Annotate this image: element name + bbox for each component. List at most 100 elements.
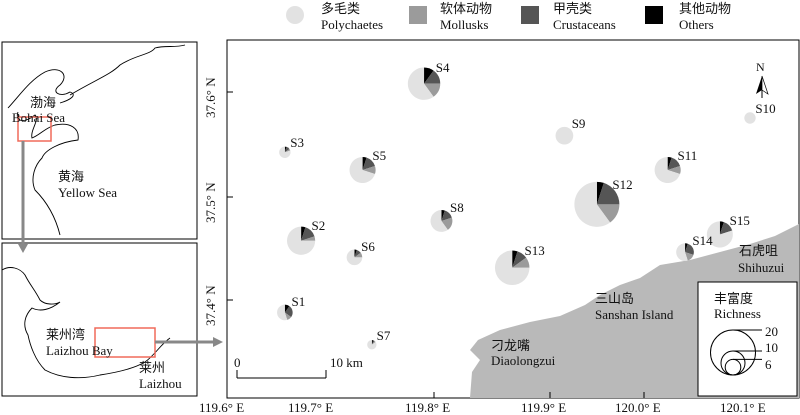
station-label: S2 [311,218,326,234]
y-tick-label: 37.4° N [203,285,218,326]
pie-slice-polychaetes [286,226,316,255]
pie-slice-polychaetes [494,250,530,286]
pie-slice-crustaceans [354,249,361,258]
pie-slice-crustaceans [512,251,527,268]
pie-slice-others [301,226,306,241]
laizhou-bay-label-en: Laizhou Bay [46,343,113,358]
inset-top-highlight [17,116,52,142]
pie-slice-polychaetes [367,340,377,350]
station-pie-s13 [494,250,530,286]
pie-slice-mollusks [371,340,376,345]
station-pie-s8 [430,210,453,232]
station-pie-s14 [676,243,694,262]
richness-value-20: 20 [765,324,778,339]
x-tick-label: 119.8° E [405,400,451,415]
legend-label-en: Crustaceans [553,17,616,32]
north-arrow-icon [756,75,769,98]
pie-slice-crustaceans [441,210,452,221]
x-tick-label: 119.6° E [199,400,245,415]
legend-label-en: Polychaetes [321,17,384,32]
pie-slice-mollusks [354,252,363,258]
bohai-label-en: Bohai Sea [12,110,66,125]
pie-slice-polychaetes [744,112,756,124]
pie-slice-mollusks [512,257,530,268]
pie-slice-crustaceans [301,227,315,241]
pie-slice-crustaceans [719,222,733,235]
station-label: S10 [755,100,776,116]
y-tick-label: 37.5° N [203,182,218,223]
bohai-label-zh: 渤海 [30,95,57,110]
station-pie-s1 [277,304,293,321]
station-label: S12 [612,176,633,192]
pie-slice-polychaetes [654,156,681,184]
diaolongzui-label-en: Diaolongzui [491,353,556,368]
richness-value-6: 6 [765,357,772,372]
pie-slice-others [667,156,672,170]
station-pie-s10 [744,112,756,124]
station-label: S3 [290,134,304,150]
pie-slice-mollusks [301,236,316,241]
station-pie-s15 [706,221,733,248]
richness-title-en: Richness [714,306,761,321]
legend-swatch-polychaetes [286,6,304,24]
scale-bar [236,370,327,379]
pie-slice-others [719,221,724,235]
pie-slice-mollusks [441,217,453,230]
pie-slice-polychaetes [706,221,733,248]
x-tick-label: 120.0° E [615,400,661,415]
pie-slice-others [371,340,374,345]
pie-slice-mollusks [596,204,620,223]
legend-swatch-mollusks [409,6,427,24]
station-label: S4 [435,59,450,75]
pie-slice-mollusks [284,148,291,153]
laizhou-label-zh: 莱州 [139,360,166,375]
axis-ticks [227,91,645,398]
sanshan-label-zh: 三山岛 [595,291,635,306]
pie-slice-others [441,210,445,221]
legend-swatch-crustaceans [521,6,539,24]
pie-slice-polychaetes [349,156,375,184]
station-pie-s7 [367,340,377,350]
pie-slice-polychaetes [676,243,688,262]
richness-title-zh: 丰富度 [714,291,754,306]
x-tick-label: 119.7° E [288,400,334,415]
yellow-sea-label-zh: 黄海 [58,169,85,184]
scale-zero-label: 0 [234,355,241,370]
pie-slice-polychaetes [574,181,611,227]
station-label: S1 [291,293,306,309]
pie-slice-others [512,250,518,268]
pie-slice-crustaceans [424,70,441,84]
station-label: S5 [372,148,387,164]
pie-slice-crustaceans [667,157,681,170]
pie-slice-crustaceans [371,340,375,345]
legend-label-en: Others [679,17,714,32]
pie-slice-others [284,304,290,313]
legend-label-zh: 多毛类 [321,1,361,16]
richness-legend-circles [710,329,762,376]
shihuzui-label-en: Shihuzui [738,260,785,275]
station-pie-s3 [279,146,291,159]
pie-slice-crustaceans [596,182,620,205]
station-label: S8 [450,200,464,216]
shihuzui-label-zh: 石虎咀 [739,243,779,258]
station-pie-s4 [407,67,441,100]
legend-label-zh: 软体动物 [440,1,493,16]
x-tick-label: 119.9° E [521,400,567,415]
pie-slice-others [362,156,367,170]
x-tick-label: 120.1° E [720,400,766,415]
pie-slice-mollusks [362,165,376,175]
pie-slice-polychaetes [277,304,288,321]
pie-slice-others [354,249,357,258]
diaolongzui-label-zh: 刁龙嘴 [491,338,531,353]
pie-slice-others [284,146,287,153]
station-pie-s9 [555,126,574,145]
station-pie-s12 [574,181,620,227]
station-pie-s6 [346,249,363,266]
pie-slice-mollusks [667,165,681,175]
station-pies [277,67,756,350]
station-pie-s5 [349,156,376,184]
pie-slice-polychaetes [555,126,574,145]
station-label: S7 [376,327,391,343]
pie-slice-crustaceans [284,306,293,318]
